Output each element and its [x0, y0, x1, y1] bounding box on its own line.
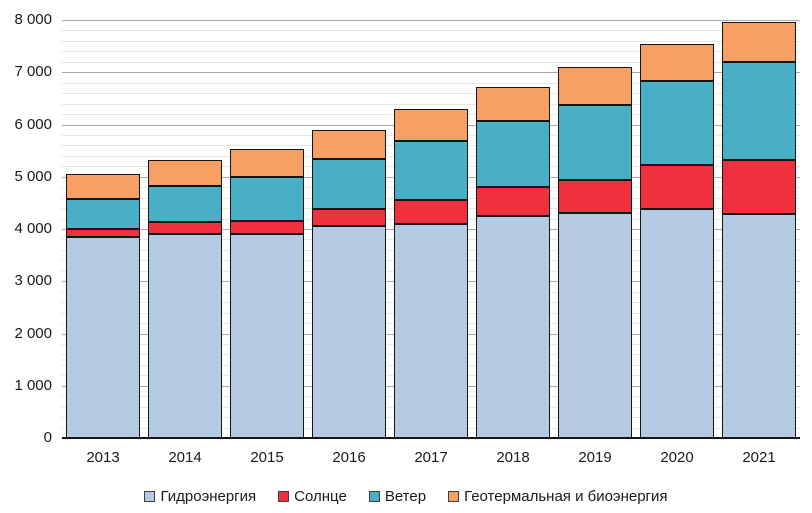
- y-tick-label: 3 000: [14, 272, 52, 290]
- bar-segment-2021: [722, 21, 796, 62]
- bar-2020: [640, 20, 714, 438]
- bar-segment-2013: [66, 174, 140, 199]
- x-tick-label: 2019: [578, 449, 612, 466]
- bar-segment-2014: [148, 233, 222, 438]
- y-tick-label: 6 000: [14, 115, 52, 133]
- legend-item: Ветер: [368, 487, 427, 505]
- bar-segment-2020: [640, 208, 714, 438]
- legend-swatch-icon: [368, 490, 380, 502]
- legend-item: Геотермальная и биоэнергия: [448, 487, 668, 505]
- bar-segment-2013: [66, 237, 140, 438]
- bar-segment-2020: [640, 165, 714, 209]
- minor-gridline: [62, 62, 800, 63]
- minor-gridline: [62, 104, 800, 105]
- x-axis-line: [62, 437, 800, 439]
- bar-segment-2017: [394, 140, 468, 201]
- bar-segment-2017: [394, 200, 468, 224]
- legend-swatch-icon: [448, 490, 460, 502]
- legend-swatch-icon: [278, 490, 290, 502]
- x-tick-label: 2015: [250, 449, 284, 466]
- bar-segment-2017: [394, 223, 468, 438]
- minor-gridline: [62, 30, 800, 31]
- y-tick-label: 2 000: [14, 324, 52, 342]
- bar-segment-2013: [66, 229, 140, 238]
- bar-segment-2016: [312, 226, 386, 438]
- bar-segment-2013: [66, 198, 140, 229]
- bar-segment-2018: [476, 216, 550, 438]
- bar-2017: [394, 20, 468, 438]
- bar-2015: [230, 20, 304, 438]
- bar-segment-2019: [558, 67, 632, 105]
- bar-segment-2014: [148, 186, 222, 223]
- bar-2019: [558, 20, 632, 438]
- legend-label: Гидроэнергия: [160, 487, 257, 505]
- legend-item: Солнце: [278, 488, 347, 505]
- bar-segment-2016: [312, 209, 386, 227]
- bar-segment-2019: [558, 179, 632, 214]
- bar-2014: [148, 20, 222, 438]
- bar-2018: [476, 20, 550, 438]
- bar-segment-2014: [148, 159, 222, 187]
- major-gridline: [62, 72, 800, 73]
- x-tick-label: 2020: [660, 449, 694, 466]
- legend-label: Солнце: [294, 487, 347, 505]
- y-tick-label: 4 000: [14, 220, 52, 237]
- bar-segment-2018: [476, 87, 550, 121]
- y-tick-label: 8 000: [14, 11, 52, 28]
- bar-segment-2015: [230, 176, 304, 222]
- bar-segment-2016: [312, 130, 386, 160]
- minor-gridline: [62, 41, 800, 42]
- bar-segment-2016: [312, 159, 386, 210]
- x-tick-label: 2017: [414, 449, 448, 466]
- x-tick-label: 2013: [86, 449, 120, 466]
- bar-segment-2015: [230, 221, 304, 234]
- x-tick-label: 2014: [168, 449, 202, 466]
- y-tick-label: 0: [43, 429, 52, 446]
- bar-segment-2018: [476, 186, 550, 217]
- minor-gridline: [62, 93, 800, 94]
- legend-label: Ветер: [384, 487, 427, 505]
- minor-gridline: [62, 83, 800, 84]
- bar-segment-2020: [640, 44, 714, 81]
- legend-label: Геотермальная и биоэнергия: [464, 487, 668, 505]
- legend-swatch-icon: [144, 490, 156, 502]
- x-tick-label: 2016: [332, 449, 366, 466]
- bar-segment-2019: [558, 213, 632, 438]
- bar-segment-2014: [148, 222, 222, 234]
- bar-segment-2018: [476, 120, 550, 187]
- legend: Гидроэнергия Солнце Ветер Геотермальная и б…: [0, 486, 812, 506]
- y-tick-label: 7 000: [14, 63, 52, 81]
- bar-segment-2019: [558, 104, 632, 180]
- bar-segment-2020: [640, 80, 714, 165]
- plot-area: [62, 20, 800, 439]
- bar-segment-2015: [230, 233, 304, 438]
- bar-segment-2021: [722, 61, 796, 160]
- minor-gridline: [62, 51, 800, 52]
- bar-segment-2021: [722, 214, 796, 438]
- bar-segment-2021: [722, 159, 796, 215]
- bar-2021: [722, 20, 796, 438]
- x-tick-label: 2018: [496, 449, 530, 466]
- x-tick-label: 2021: [742, 449, 776, 466]
- bar-2013: [66, 20, 140, 438]
- bar-segment-2017: [394, 109, 468, 141]
- bar-segment-2015: [230, 149, 304, 177]
- y-tick-label: 5 000: [14, 167, 52, 185]
- legend-item: Гидроэнергия: [144, 488, 256, 505]
- bar-2016: [312, 20, 386, 438]
- y-tick-label: 1 000: [14, 376, 52, 394]
- major-gridline: [62, 20, 800, 21]
